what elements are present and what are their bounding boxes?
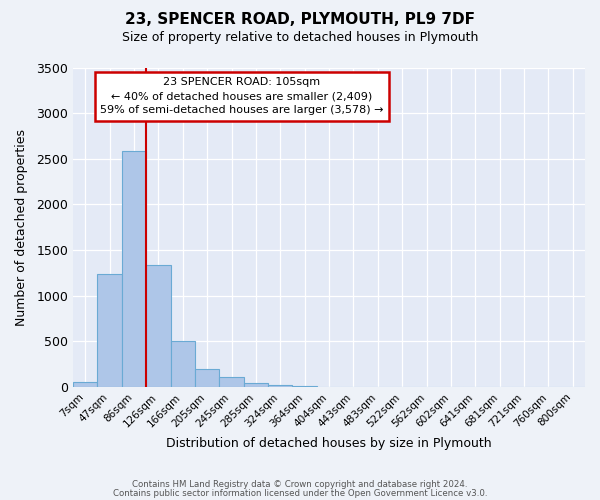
Text: Contains HM Land Registry data © Crown copyright and database right 2024.: Contains HM Land Registry data © Crown c… — [132, 480, 468, 489]
Bar — [73, 382, 97, 387]
Bar — [268, 385, 292, 387]
Bar — [97, 274, 122, 387]
Bar — [292, 386, 317, 387]
Bar — [195, 368, 220, 387]
Bar — [220, 377, 244, 387]
Text: 23 SPENCER ROAD: 105sqm
← 40% of detached houses are smaller (2,409)
59% of semi: 23 SPENCER ROAD: 105sqm ← 40% of detache… — [100, 77, 384, 115]
Bar — [122, 150, 146, 387]
Bar — [244, 383, 268, 387]
Text: Contains public sector information licensed under the Open Government Licence v3: Contains public sector information licen… — [113, 489, 487, 498]
Bar — [146, 264, 170, 387]
Y-axis label: Number of detached properties: Number of detached properties — [15, 128, 28, 326]
Text: Size of property relative to detached houses in Plymouth: Size of property relative to detached ho… — [122, 31, 478, 44]
Text: 23, SPENCER ROAD, PLYMOUTH, PL9 7DF: 23, SPENCER ROAD, PLYMOUTH, PL9 7DF — [125, 12, 475, 26]
Bar — [170, 342, 195, 387]
X-axis label: Distribution of detached houses by size in Plymouth: Distribution of detached houses by size … — [166, 437, 492, 450]
